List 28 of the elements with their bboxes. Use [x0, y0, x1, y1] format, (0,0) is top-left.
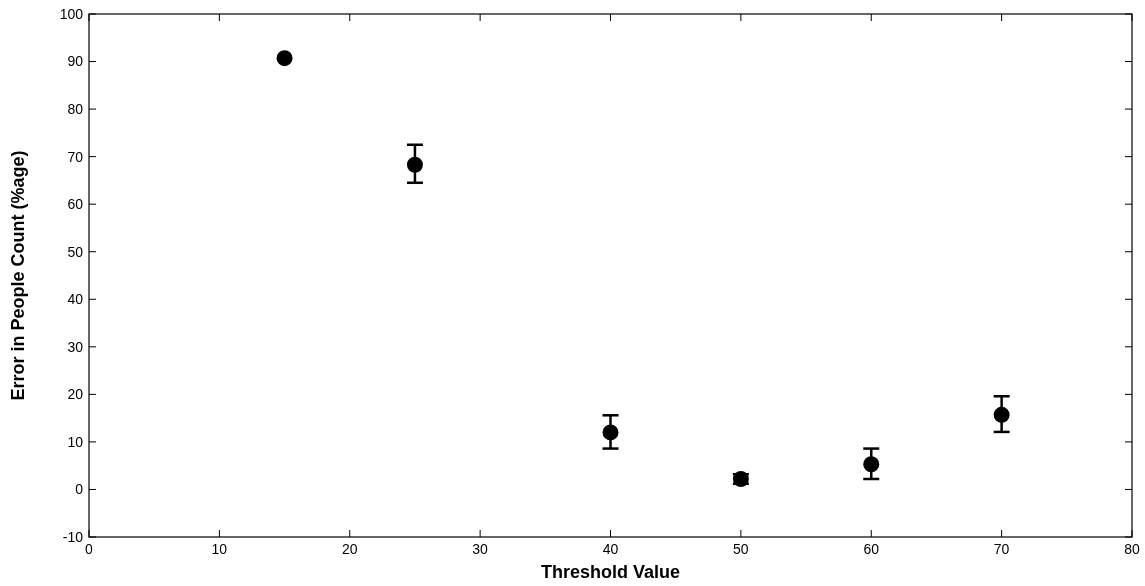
y-tick-label: 80	[67, 100, 84, 117]
x-tick-label: 40	[602, 541, 619, 557]
x-tick-label: 30	[472, 541, 489, 557]
point	[602, 424, 619, 441]
x-tick-label: 50	[733, 541, 749, 557]
y-tick-label: 70	[67, 148, 84, 165]
x-tick-label: 70	[993, 541, 1010, 557]
x-axis-title: Threshold Value	[540, 562, 681, 582]
y-tick-label: -10	[62, 528, 84, 545]
y-axis-title: Error in People Count (%age)	[8, 150, 28, 401]
x-tick-label: 20	[341, 541, 358, 557]
point	[276, 50, 293, 67]
y-tick-label: 60	[67, 196, 84, 213]
y-tick-label: 10	[67, 433, 84, 450]
y-tick-label: 100	[59, 5, 84, 22]
y-tick-label: 50	[67, 243, 84, 260]
y-tick-label: 30	[67, 338, 84, 355]
y-tick-label: 20	[67, 386, 84, 403]
x-tick-label: 60	[863, 541, 880, 557]
y-tick-label: 40	[67, 291, 84, 308]
point	[406, 156, 423, 173]
y-tick-label: 90	[67, 53, 84, 70]
point	[863, 456, 880, 473]
x-tick-label: 0	[85, 541, 94, 557]
point	[993, 406, 1010, 423]
x-tick-label: 80	[1124, 541, 1140, 557]
y-tick-label: 0	[75, 481, 84, 498]
x-tick-label: 10	[211, 541, 228, 557]
